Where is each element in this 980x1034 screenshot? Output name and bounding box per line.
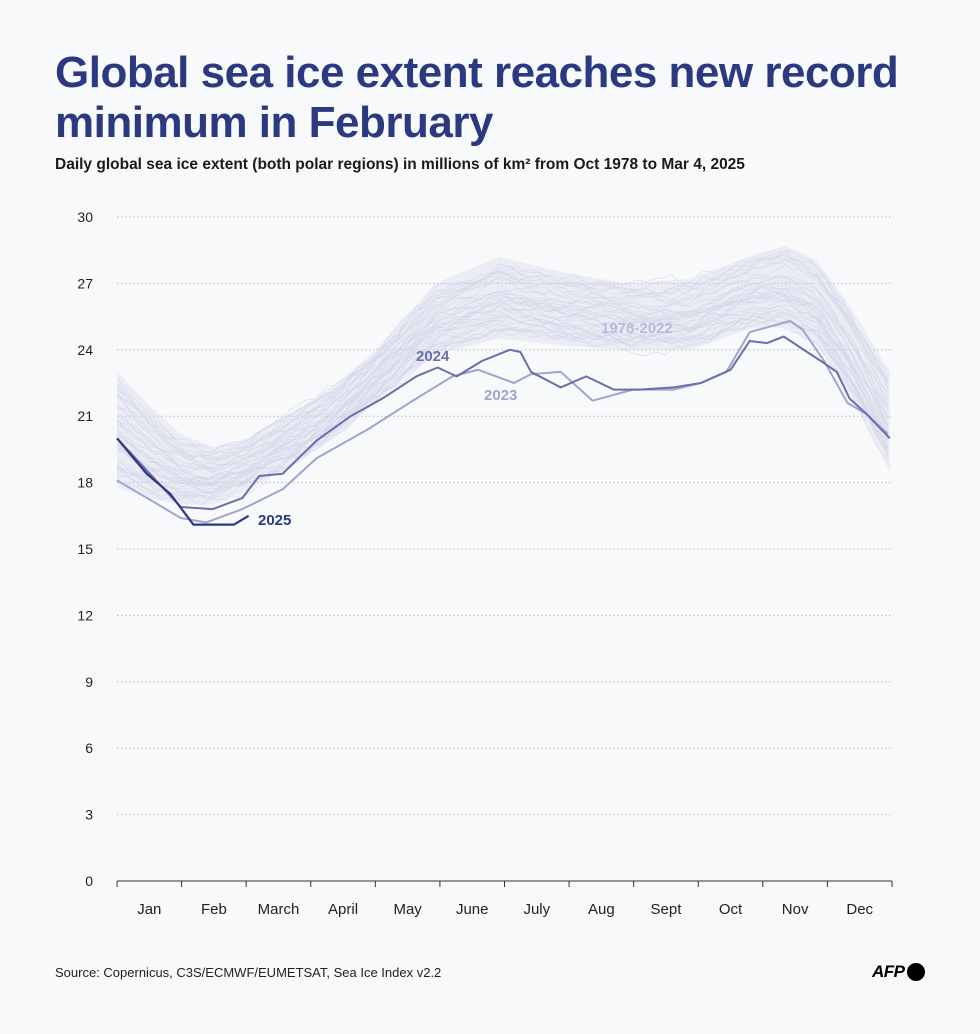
x-tick-label: June — [456, 901, 489, 918]
historical-year-line — [116, 250, 889, 454]
y-tick-label: 24 — [77, 342, 93, 358]
y-tick-label: 27 — [77, 275, 93, 291]
y-tick-label: 21 — [77, 408, 93, 424]
y-tick-label: 0 — [85, 873, 93, 889]
x-tick-label: Aug — [588, 901, 615, 918]
historical-band — [117, 245, 890, 505]
y-tick-label: 15 — [77, 541, 93, 557]
x-tick-label: Dec — [846, 901, 873, 918]
series-label-2025: 2025 — [258, 512, 291, 529]
source-note: Source: Copernicus, C3S/ECMWF/EUMETSAT, … — [55, 965, 442, 980]
series-line-2025 — [116, 437, 250, 526]
historical-year-line — [116, 286, 889, 484]
series-label-historical: 1978-2022 — [601, 320, 673, 337]
historical-year-line — [116, 313, 889, 498]
series-label-2024: 2024 — [416, 348, 450, 365]
historical-year-line — [116, 318, 889, 501]
y-tick-label: 9 — [85, 674, 93, 690]
y-tick-label: 3 — [85, 807, 93, 823]
afp-logo: AFP — [872, 962, 925, 982]
x-tick-label: April — [328, 901, 358, 918]
historical-year-line — [116, 309, 889, 499]
historical-year-line — [116, 261, 889, 452]
historical-year-line — [116, 254, 889, 455]
historical-year-line — [116, 307, 889, 488]
y-tick-label: 18 — [77, 475, 93, 491]
x-tick-label: Jan — [137, 901, 161, 918]
x-tick-label: Sept — [651, 901, 683, 918]
historical-year-line — [116, 315, 889, 500]
chart-title: Global sea ice extent reaches new record… — [55, 48, 899, 147]
series-line-2024 — [116, 335, 891, 511]
x-tick-label: March — [258, 901, 300, 918]
historical-year-line — [116, 298, 889, 490]
historical-year-line — [116, 283, 889, 471]
historical-year-line — [116, 315, 889, 498]
historical-year-line — [116, 302, 889, 488]
y-tick-label: 12 — [77, 607, 93, 623]
chart-subtitle: Daily global sea ice extent (both polar … — [55, 156, 745, 173]
x-tick-label: May — [393, 901, 422, 918]
y-tick-label: 30 — [77, 209, 93, 225]
historical-year-line — [116, 290, 889, 479]
x-tick-label: Oct — [719, 901, 743, 918]
historical-year-line — [116, 288, 889, 473]
series-line-2023 — [116, 320, 889, 524]
historical-year-line — [116, 250, 889, 457]
historical-year-line — [116, 284, 889, 471]
y-tick-label: 6 — [85, 740, 93, 756]
x-tick-label: Feb — [201, 901, 227, 918]
historical-year-line — [116, 273, 889, 465]
x-tick-label: July — [523, 901, 550, 918]
historical-year-line — [116, 259, 889, 461]
series-label-2023: 2023 — [484, 387, 517, 404]
x-tick-label: Nov — [782, 901, 809, 918]
historical-year-line — [116, 295, 889, 486]
